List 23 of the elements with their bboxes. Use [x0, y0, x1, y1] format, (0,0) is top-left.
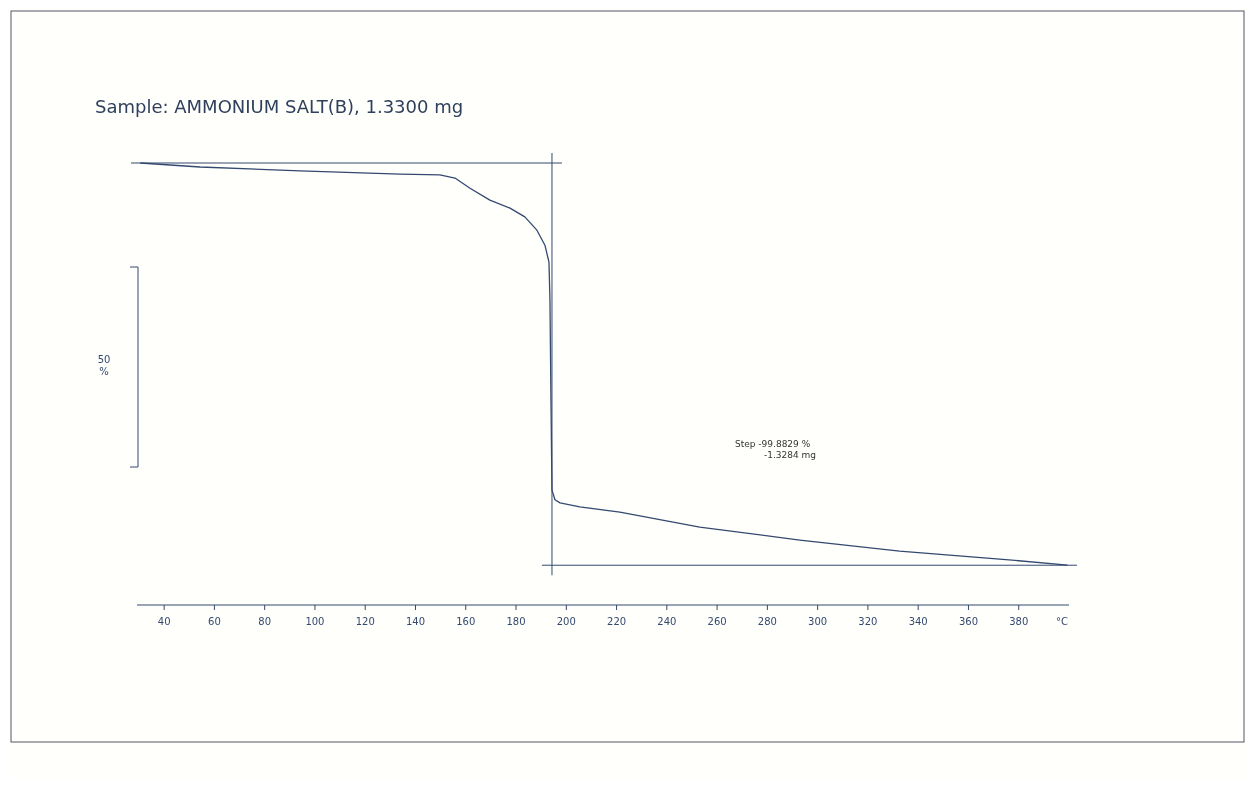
x-tick-label: 100 [305, 616, 325, 627]
x-tick-label: 280 [757, 616, 777, 627]
x-tick-label: 360 [958, 616, 979, 627]
x-tick-label: 240 [657, 616, 677, 627]
x-tick-label: 80 [258, 616, 272, 627]
chart-title: Sample: AMMONIUM SALT(B), 1.3300 mg [95, 96, 464, 117]
x-tick-label: 160 [456, 616, 476, 627]
x-tick-label: 60 [208, 616, 221, 627]
x-tick-label: 200 [556, 616, 576, 627]
x-tick-label: 40 [157, 616, 171, 627]
x-tick-label: 260 [707, 616, 727, 627]
x-tick-label: 180 [506, 616, 526, 627]
x-tick-label: 380 [1009, 616, 1029, 627]
x-axis-title: °C [1056, 616, 1069, 627]
annotation: -1.3284 mg [764, 450, 817, 460]
x-tick-label: 140 [405, 616, 426, 627]
x-tick-label: 300 [808, 616, 828, 627]
x-tick-label: 120 [355, 616, 375, 627]
x-tick-label: 340 [908, 616, 928, 627]
y-axis-title: 50 % [97, 354, 111, 377]
x-tick-label: 220 [607, 616, 627, 627]
annotation: Step -99.8829 % [735, 439, 811, 449]
x-tick-label: 320 [858, 616, 878, 627]
